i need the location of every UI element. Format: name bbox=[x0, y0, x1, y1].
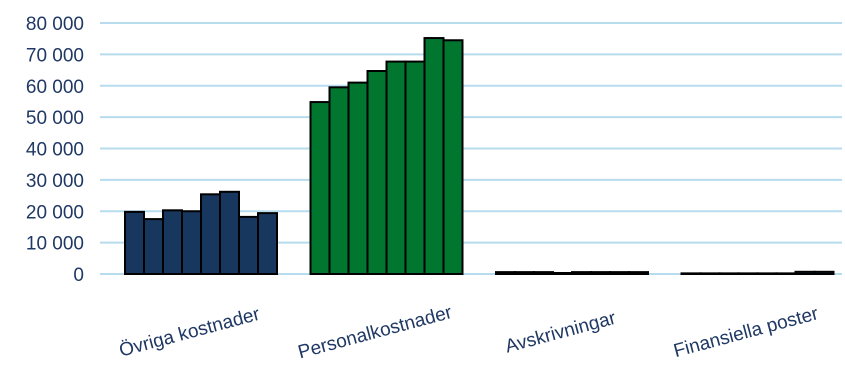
bar bbox=[200, 193, 221, 275]
y-tick-label: 0 bbox=[73, 265, 84, 286]
y-tick-label: 40 000 bbox=[26, 140, 84, 161]
bar bbox=[257, 212, 278, 276]
bar bbox=[181, 210, 202, 275]
bar bbox=[680, 272, 702, 275]
bar bbox=[442, 39, 464, 275]
bar bbox=[162, 209, 183, 275]
category-label: Finansiella poster bbox=[671, 303, 821, 362]
bar bbox=[143, 218, 164, 275]
category-label: Personalkostnader bbox=[296, 302, 455, 363]
category-label: Övriga kostnader bbox=[117, 304, 263, 362]
bar bbox=[423, 37, 445, 276]
bar bbox=[794, 270, 816, 275]
y-tick-label: 10 000 bbox=[26, 234, 84, 255]
category-labels: Övriga kostnader Personalkostnader Avskriv… bbox=[117, 302, 821, 363]
bar bbox=[737, 272, 759, 275]
bar bbox=[328, 86, 350, 275]
bar bbox=[718, 272, 740, 275]
bar bbox=[628, 271, 649, 275]
bar bbox=[404, 60, 426, 276]
bar bbox=[366, 70, 388, 275]
bar bbox=[813, 270, 835, 275]
bar bbox=[590, 271, 611, 275]
bars bbox=[124, 37, 835, 276]
bar bbox=[514, 271, 535, 275]
y-tick-label: 70 000 bbox=[26, 45, 84, 66]
bar bbox=[347, 81, 369, 275]
bar bbox=[238, 215, 259, 276]
y-axis-tick-labels: 0 10 000 20 000 30 000 40 000 50 000 60 000 70 … bbox=[26, 14, 84, 286]
bar bbox=[124, 210, 145, 276]
bar bbox=[495, 271, 516, 275]
bar bbox=[219, 190, 240, 275]
bar bbox=[756, 272, 778, 275]
bar bbox=[552, 272, 573, 275]
y-tick-label: 80 000 bbox=[26, 14, 84, 35]
y-tick-label: 60 000 bbox=[26, 77, 84, 98]
bar bbox=[571, 271, 592, 275]
y-tick-label: 30 000 bbox=[26, 171, 84, 192]
y-tick-label: 50 000 bbox=[26, 108, 84, 129]
bar bbox=[699, 272, 721, 275]
bar bbox=[533, 271, 554, 275]
category-label: Avskrivningar bbox=[503, 308, 619, 358]
y-tick-label: 20 000 bbox=[26, 202, 84, 223]
bar bbox=[609, 271, 630, 275]
bar bbox=[309, 101, 331, 275]
bar bbox=[385, 60, 407, 276]
bar bbox=[775, 272, 797, 275]
